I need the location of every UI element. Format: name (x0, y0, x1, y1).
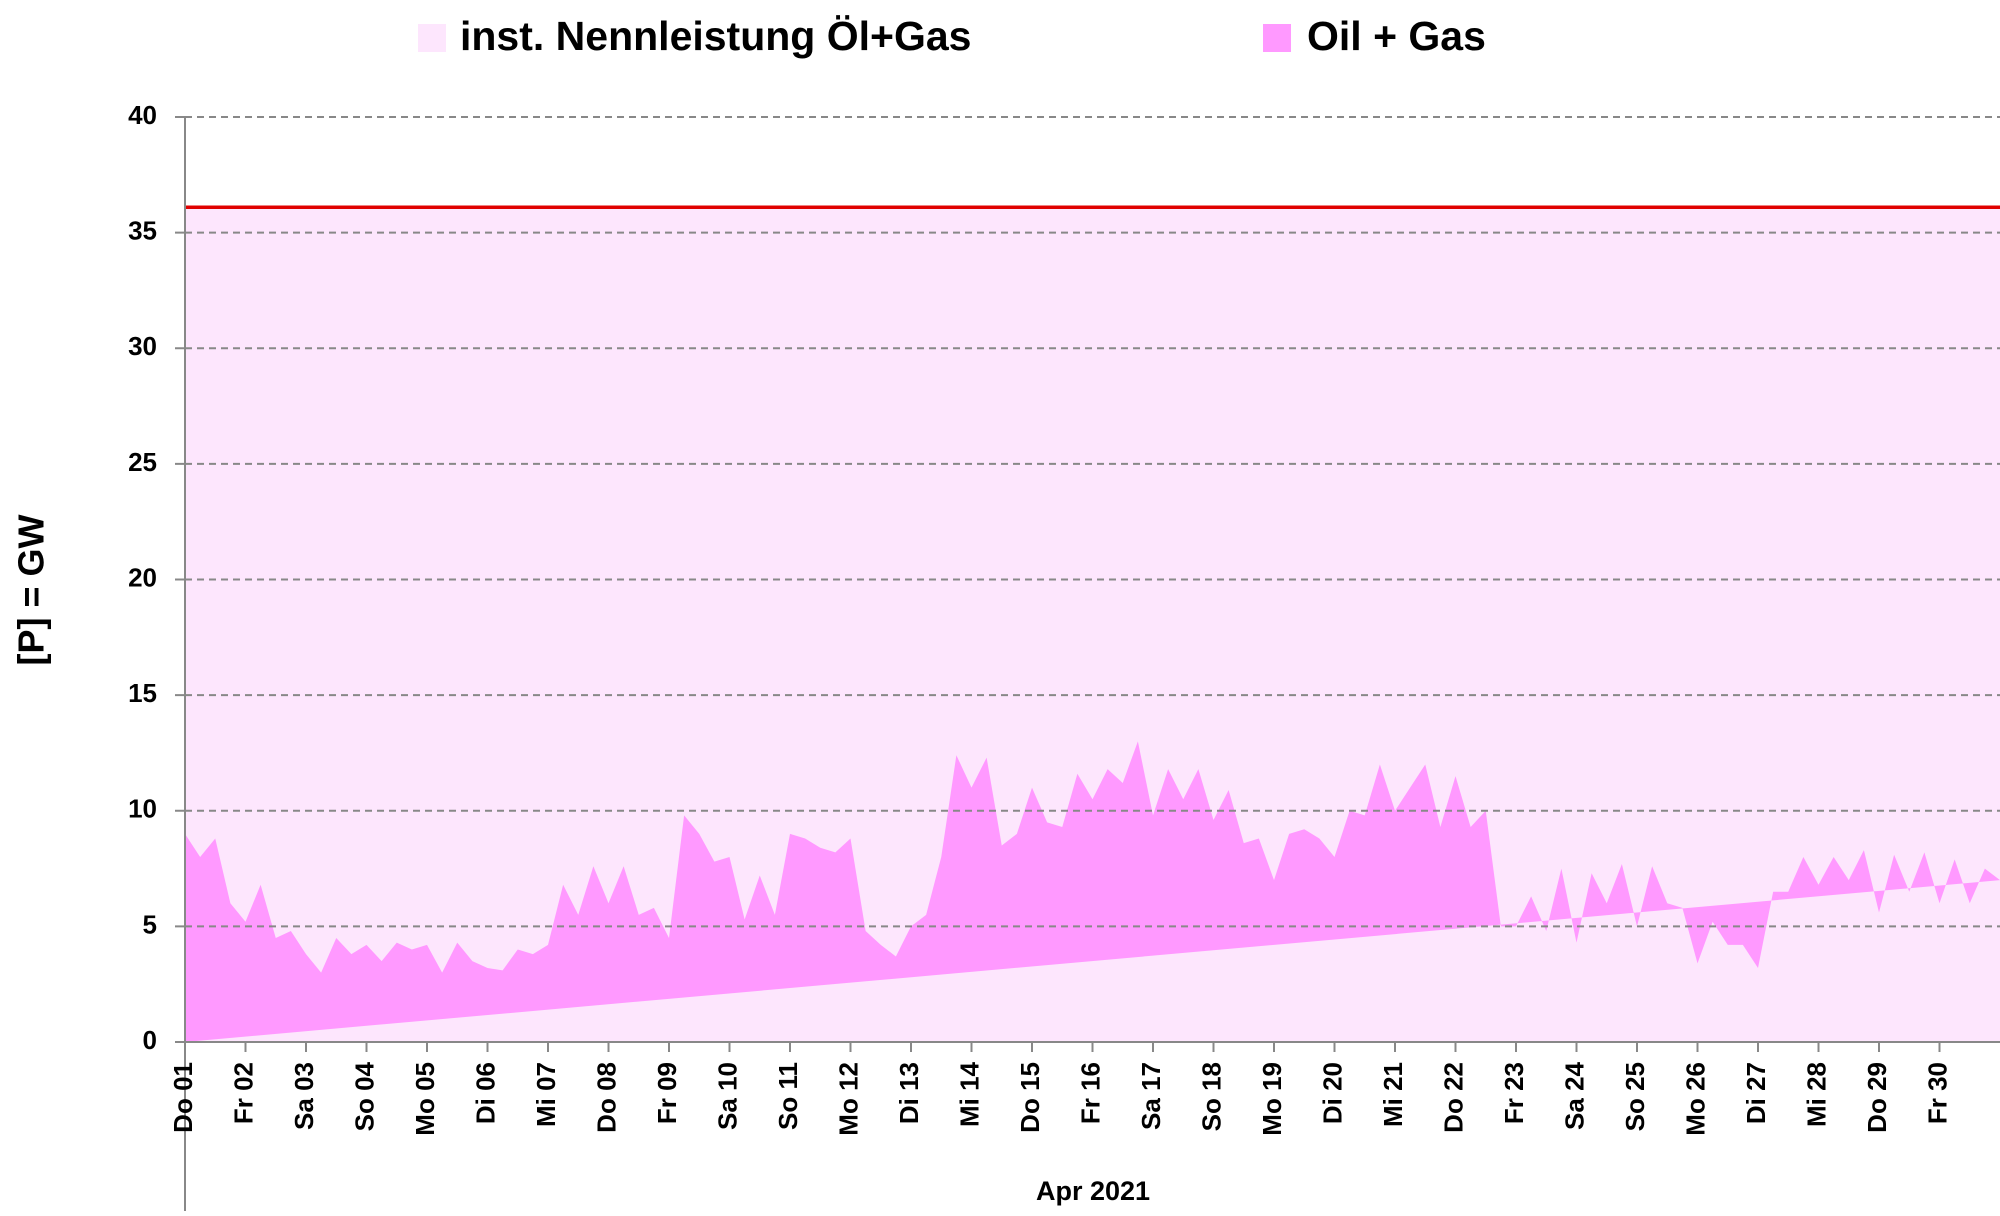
x-tick-label: Fr 02 (228, 1062, 258, 1124)
x-tick-label: Mo 05 (410, 1062, 440, 1136)
x-tick-label: Di 20 (1317, 1062, 1347, 1124)
x-tick-label: Do 01 (168, 1062, 198, 1133)
x-tick-label: Di 13 (894, 1062, 924, 1124)
x-tick-label: So 04 (349, 1061, 379, 1131)
x-axis-label: Apr 2021 (1036, 1176, 1150, 1206)
x-tick-label: Do 22 (1438, 1062, 1468, 1133)
x-tick-label: So 11 (773, 1062, 803, 1130)
x-tick-label: Mi 21 (1378, 1062, 1408, 1127)
x-tick-label: Fr 16 (1075, 1062, 1105, 1124)
legend-swatch (1263, 24, 1291, 52)
x-tick-label: Sa 03 (289, 1062, 319, 1130)
x-tick-label: Di 27 (1741, 1062, 1771, 1124)
x-tick-label: Mo 12 (833, 1062, 863, 1136)
x-tick-label: Mi 07 (531, 1062, 561, 1127)
legend-label: inst. Nennleistung Öl+Gas (460, 13, 971, 59)
y-tick-label: 10 (128, 794, 157, 824)
x-tick-label: Do 29 (1862, 1062, 1892, 1133)
x-tick-label: Mo 26 (1680, 1062, 1710, 1136)
x-tick-label: Fr 09 (652, 1062, 682, 1124)
x-tick-label: Do 15 (1015, 1062, 1045, 1133)
legend-swatch (418, 24, 446, 52)
x-tick-label: Sa 17 (1136, 1062, 1166, 1130)
x-tick-label: Do 08 (591, 1062, 621, 1133)
legend-label: Oil + Gas (1307, 13, 1486, 59)
y-axis-label: [P] = GW (11, 514, 52, 665)
y-tick-label: 35 (128, 216, 157, 246)
x-tick-label: Mi 14 (954, 1061, 984, 1127)
x-tick-label: So 18 (1196, 1062, 1226, 1131)
y-tick-label: 20 (128, 562, 157, 592)
area (185, 741, 2000, 1042)
x-tick-label: Mo 19 (1257, 1062, 1287, 1136)
x-tick-label: Sa 24 (1559, 1061, 1589, 1129)
y-tick-label: 25 (128, 447, 157, 477)
y-tick-label: 15 (128, 678, 157, 708)
y-tick-label: 5 (143, 909, 157, 939)
x-tick-label: Fr 30 (1922, 1062, 1952, 1124)
y-tick-label: 40 (128, 100, 157, 130)
y-tick-label: 0 (143, 1025, 157, 1055)
x-tick-label: Sa 10 (712, 1062, 742, 1130)
y-tick-label: 30 (128, 331, 157, 361)
x-tick-label: Fr 23 (1499, 1062, 1529, 1124)
x-tick-label: Di 06 (470, 1062, 500, 1124)
x-tick-label: So 25 (1620, 1062, 1650, 1131)
x-tick-label: Mi 28 (1801, 1062, 1831, 1127)
